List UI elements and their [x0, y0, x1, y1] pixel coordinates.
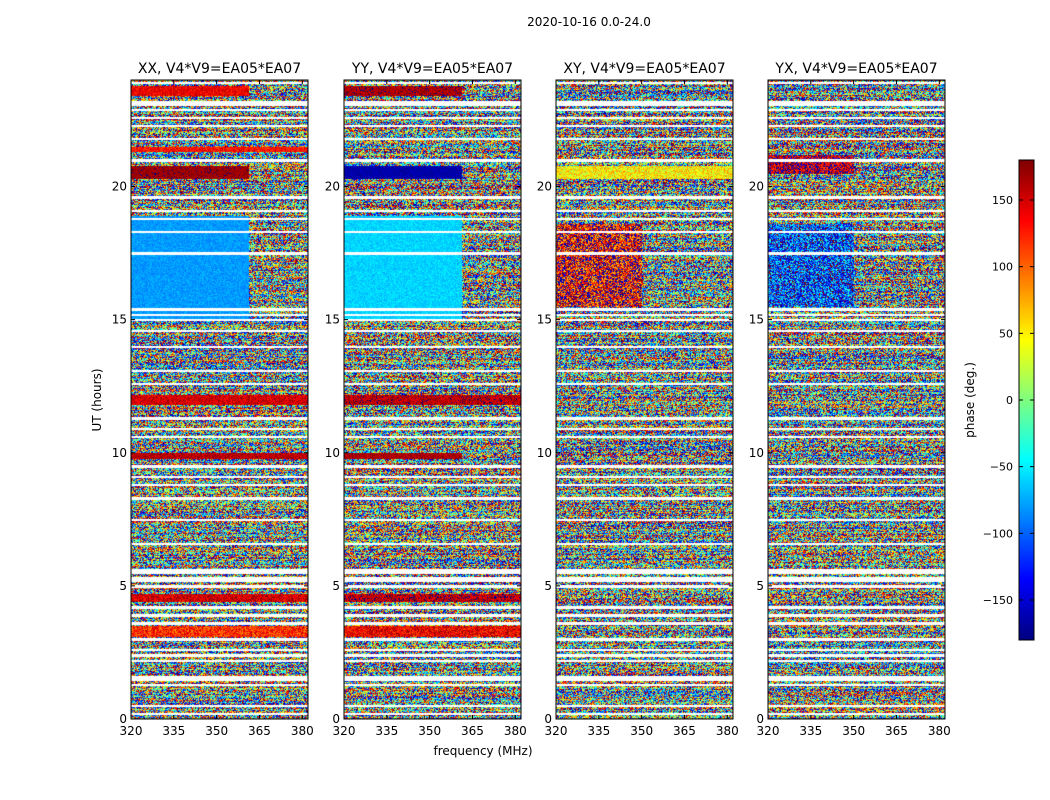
y-tick-label: 10: [749, 446, 764, 460]
colorbar-tick-label: −50: [990, 461, 1013, 474]
colorbar-tick-label: 100: [992, 261, 1013, 274]
panel-title: YX, V4*V9=EA05*EA07: [774, 61, 937, 77]
panel-title: XX, V4*V9=EA05*EA07: [138, 61, 301, 77]
phase-heatmap: [131, 80, 308, 719]
panel-0: XX, V4*V9=EA05*EA07 320 335 350 365 380 0 5 10 15…: [112, 61, 314, 738]
colorbar-label: phase (deg.): [963, 362, 977, 438]
y-tick-label: 10: [325, 446, 340, 460]
y-tick-label: 20: [112, 180, 127, 194]
x-tick-label: 335: [162, 724, 185, 738]
phase-heatmap: [344, 80, 521, 719]
colorbar-tick-label: −100: [983, 527, 1013, 540]
y-tick-label: 5: [119, 579, 127, 593]
x-tick-label: 335: [587, 724, 610, 738]
colorbar-tick-label: 50: [999, 327, 1013, 340]
x-tick-label: 335: [375, 724, 398, 738]
phase-heatmap: [556, 80, 733, 719]
axes-frame: [555, 79, 734, 720]
y-tick-label: 20: [325, 180, 340, 194]
panel-1: YY, V4*V9=EA05*EA07 320 335 350 365 380 0 5 10 15…: [325, 61, 527, 738]
colorbar-tick-label: 150: [992, 194, 1013, 207]
x-tick-label: 350: [418, 724, 441, 738]
x-tick-label: 365: [248, 724, 271, 738]
x-tick-label: 380: [504, 724, 527, 738]
phase-heatmap: [768, 80, 945, 719]
x-tick-label: 320: [120, 724, 143, 738]
panel-3: YX, V4*V9=EA05*EA07 320 335 350 365 380 0 5 10 15…: [749, 61, 951, 738]
x-tick-label: 365: [461, 724, 484, 738]
axes-frame: [343, 79, 522, 720]
y-tick-label: 5: [756, 579, 764, 593]
axes-frame: [767, 79, 946, 720]
x-tick-label: 335: [799, 724, 822, 738]
x-tick-label: 350: [205, 724, 228, 738]
colorbar-tick-label: 0: [1006, 394, 1013, 407]
x-tick-label: 320: [333, 724, 356, 738]
y-tick-label: 15: [749, 313, 764, 327]
colorbar-tick-label: −150: [983, 594, 1013, 607]
axes-frame: [130, 79, 309, 720]
x-tick-label: 365: [885, 724, 908, 738]
colorbar: 150 100 50 0 −50 −100 −150: [983, 159, 1035, 641]
y-tick-label: 20: [749, 180, 764, 194]
y-tick-label: 5: [544, 579, 552, 593]
panel-2: XY, V4*V9=EA05*EA07 320 335 350 365 380 0 5 10 15…: [537, 61, 739, 738]
x-tick-label: 320: [757, 724, 780, 738]
y-tick-label: 15: [537, 313, 552, 327]
y-tick-label: 0: [119, 712, 127, 726]
y-tick-label: 5: [332, 579, 340, 593]
panels: XX, V4*V9=EA05*EA07 320 335 350 365 380 0 5 10 15…: [112, 61, 951, 738]
x-tick-label: 380: [928, 724, 951, 738]
x-axis-label: frequency (MHz): [433, 744, 532, 758]
x-tick-label: 380: [291, 724, 314, 738]
panel-title: XY, V4*V9=EA05*EA07: [563, 61, 725, 77]
x-tick-label: 350: [630, 724, 653, 738]
y-tick-label: 10: [537, 446, 552, 460]
y-tick-label: 15: [325, 313, 340, 327]
colorbar-gradient: [1019, 160, 1034, 640]
x-tick-label: 365: [673, 724, 696, 738]
x-tick-label: 350: [842, 724, 865, 738]
y-tick-label: 20: [537, 180, 552, 194]
y-tick-label: 0: [756, 712, 764, 726]
y-tick-label: 10: [112, 446, 127, 460]
y-axis-label: UT (hours): [90, 368, 104, 431]
y-tick-label: 15: [112, 313, 127, 327]
x-tick-label: 380: [716, 724, 739, 738]
y-tick-label: 0: [544, 712, 552, 726]
x-tick-label: 320: [545, 724, 568, 738]
y-tick-label: 0: [332, 712, 340, 726]
figure-title: 2020-10-16 0.0-24.0: [527, 15, 651, 29]
panel-title: YY, V4*V9=EA05*EA07: [351, 61, 513, 77]
